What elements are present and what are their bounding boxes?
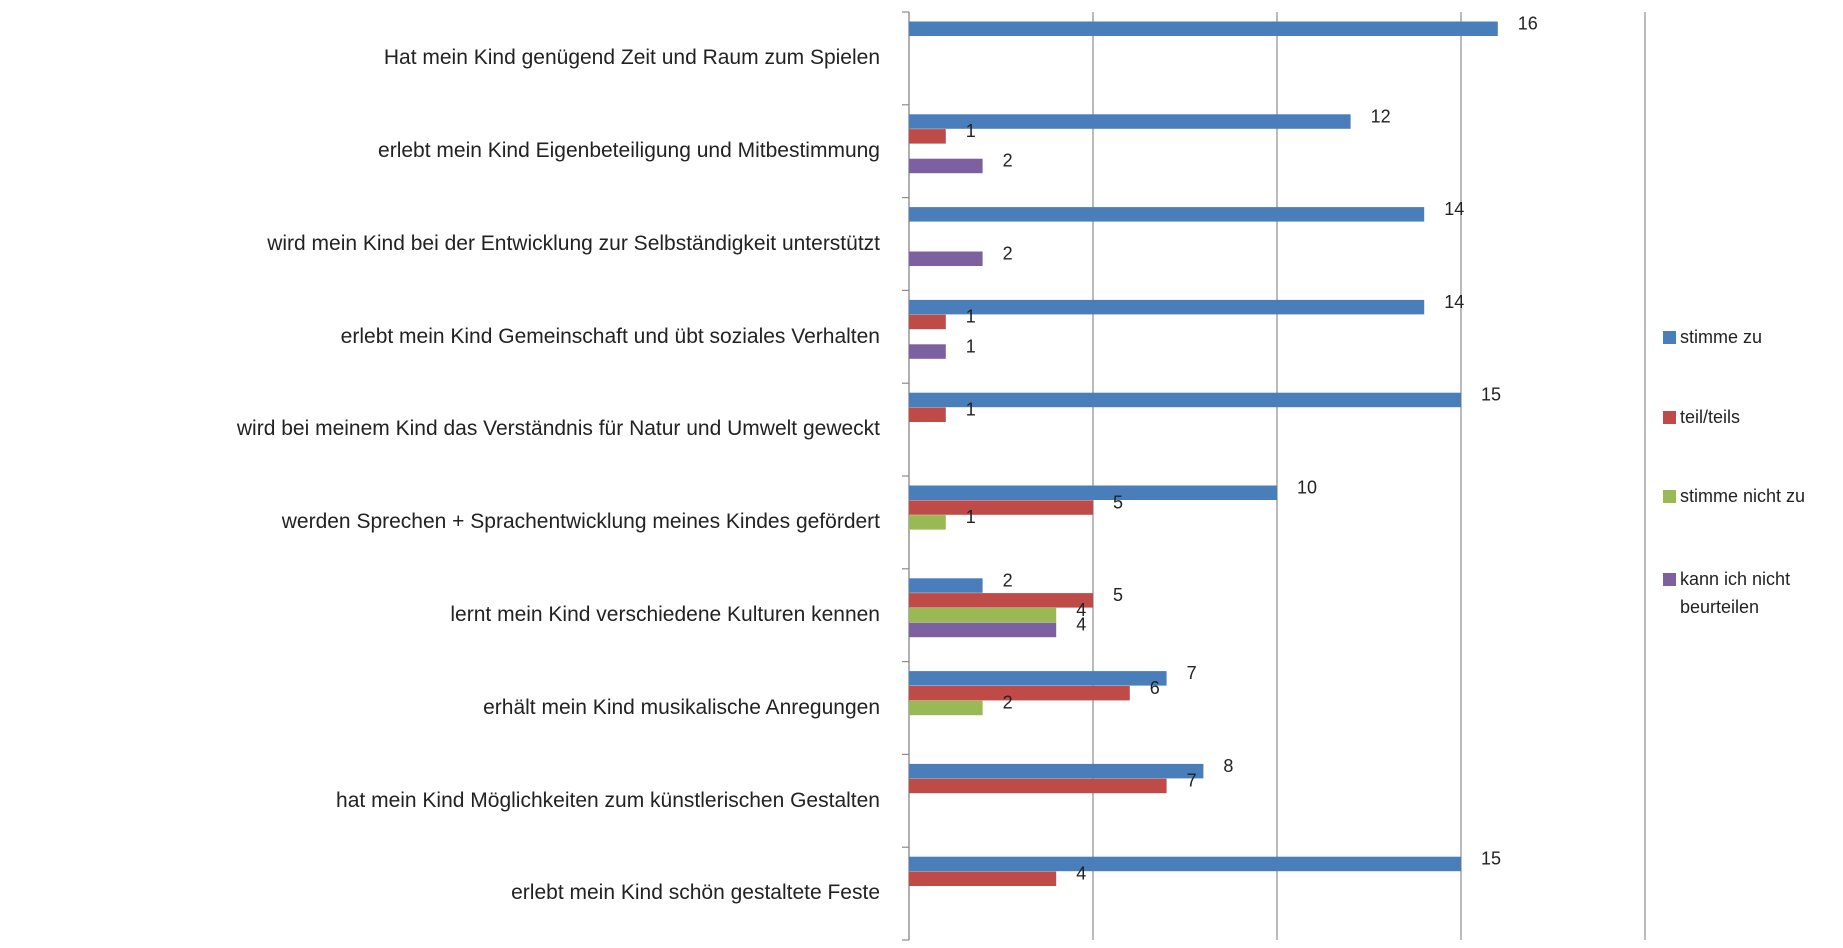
bar xyxy=(909,700,983,716)
data-label: 7 xyxy=(1187,771,1197,791)
bar xyxy=(909,578,983,593)
bar xyxy=(909,299,1425,315)
data-label: 1 xyxy=(966,400,976,420)
data-label: 5 xyxy=(1113,492,1123,512)
category-label-box: erlebt mein Kind Eigenbeteiligung und Mi… xyxy=(378,105,880,198)
bar xyxy=(909,392,1461,408)
category-label: werden Sprechen + Sprachentwicklung mein… xyxy=(281,510,880,534)
data-label: 4 xyxy=(1076,615,1086,635)
category-label: Hat mein Kind genügend Zeit und Raum zum… xyxy=(383,46,880,70)
category-label-box: erlebt mein Kind Gemeinschaft und übt so… xyxy=(341,290,880,383)
data-label: 10 xyxy=(1297,478,1317,498)
bar xyxy=(909,407,946,422)
data-label: 1 xyxy=(966,336,976,356)
bar xyxy=(909,856,1461,872)
legend-entry: stimme zu xyxy=(1663,324,1833,352)
category-label: erlebt mein Kind schön gestaltete Feste xyxy=(511,881,880,905)
bar xyxy=(909,129,946,144)
category-label: lernt mein Kind verschiedene Kulturen ke… xyxy=(450,602,880,626)
data-label: 16 xyxy=(1518,14,1538,34)
data-label: 15 xyxy=(1481,385,1501,405)
legend-swatch xyxy=(1663,573,1676,586)
category-label-box: Hat mein Kind genügend Zeit und Raum zum… xyxy=(384,12,880,105)
data-label: 2 xyxy=(1003,151,1013,171)
bar xyxy=(909,593,1093,608)
data-label: 4 xyxy=(1076,864,1086,884)
bar xyxy=(909,344,946,359)
data-label: 8 xyxy=(1223,756,1233,776)
legend-entry: stimme nicht zu xyxy=(1663,483,1833,511)
data-label: 15 xyxy=(1481,849,1501,869)
category-label: erhält mein Kind musikalische Anregungen xyxy=(483,695,880,719)
bar xyxy=(909,485,1277,500)
category-label-box: wird mein Kind bei der Entwicklung zur S… xyxy=(267,198,880,291)
category-label-box: hat mein Kind Möglichkeiten zum künstler… xyxy=(336,754,880,847)
legend-label: stimme nicht zu xyxy=(1680,486,1806,506)
legend-label: teil/teils xyxy=(1680,407,1741,427)
data-label: 1 xyxy=(966,121,976,141)
bar xyxy=(909,515,946,530)
data-label: 14 xyxy=(1444,292,1464,312)
bar xyxy=(909,685,1130,701)
bar xyxy=(909,671,1167,686)
category-label-box: lernt mein Kind verschiedene Kulturen ke… xyxy=(450,569,880,662)
data-label: 1 xyxy=(966,507,976,527)
legend-swatch xyxy=(1663,331,1676,344)
bar xyxy=(909,622,1057,638)
legend-entry: teil/teils xyxy=(1663,404,1833,432)
bar xyxy=(909,21,1498,36)
bar xyxy=(909,158,983,174)
data-label: 5 xyxy=(1113,585,1123,605)
data-label: 12 xyxy=(1371,106,1391,126)
legend-swatch xyxy=(1663,411,1676,424)
data-label: 1 xyxy=(966,307,976,327)
legend-swatch xyxy=(1663,490,1676,503)
data-label: 14 xyxy=(1444,199,1464,219)
category-label-box: wird bei meinem Kind das Verständnis für… xyxy=(237,383,880,476)
bar xyxy=(909,500,1093,515)
bar xyxy=(909,314,946,330)
category-label-box: werden Sprechen + Sprachentwicklung mein… xyxy=(282,476,880,569)
category-label-box: erhält mein Kind musikalische Anregungen xyxy=(483,662,880,755)
category-label: erlebt mein Kind Gemeinschaft und übt so… xyxy=(340,324,880,348)
legend-label: stimme zu xyxy=(1680,327,1763,347)
bar xyxy=(909,207,1425,222)
data-label: 2 xyxy=(1003,244,1013,264)
data-label: 7 xyxy=(1187,663,1197,683)
data-label: 4 xyxy=(1076,600,1086,620)
category-label-box: erlebt mein Kind schön gestaltete Feste xyxy=(511,847,880,940)
bar xyxy=(909,114,1351,129)
category-label: erlebt mein Kind Eigenbeteiligung und Mi… xyxy=(378,138,880,162)
bar xyxy=(909,778,1167,794)
bar xyxy=(909,871,1057,886)
category-label: wird bei meinem Kind das Verständnis für… xyxy=(236,417,880,441)
legend-label: kann ich nicht beurteilen xyxy=(1680,569,1791,617)
bar xyxy=(909,251,983,266)
data-label: 2 xyxy=(1003,693,1013,713)
bar xyxy=(909,607,1057,623)
legend-entry: kann ich nicht beurteilen xyxy=(1663,566,1833,622)
bar xyxy=(909,763,1204,779)
data-label: 6 xyxy=(1150,678,1160,698)
category-label: hat mein Kind Möglichkeiten zum künstler… xyxy=(336,788,880,812)
data-label: 2 xyxy=(1003,570,1013,590)
category-label: wird mein Kind bei der Entwicklung zur S… xyxy=(267,231,880,255)
